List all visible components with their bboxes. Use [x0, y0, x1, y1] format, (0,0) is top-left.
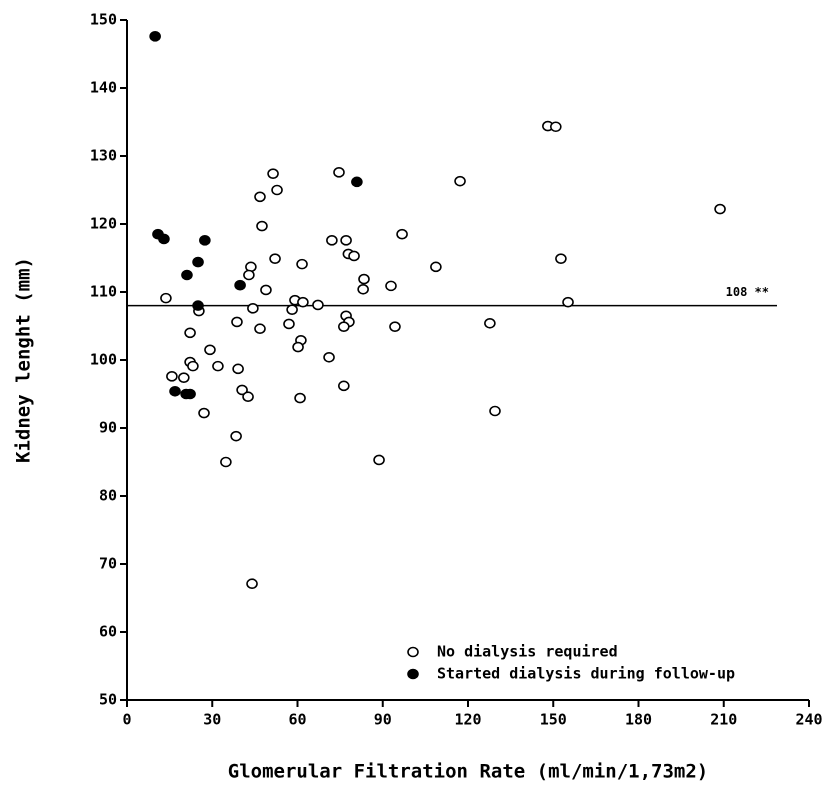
point — [389, 321, 401, 332]
y-tick-label: 110 — [90, 283, 117, 301]
point — [357, 283, 369, 295]
point — [562, 296, 574, 308]
point — [323, 351, 335, 363]
point — [326, 235, 338, 246]
point — [160, 292, 172, 304]
point — [181, 269, 193, 281]
y-tick-label: 90 — [99, 419, 117, 437]
y-tick-label: 50 — [99, 691, 117, 709]
point — [158, 233, 170, 245]
point — [184, 327, 196, 339]
y-tick-label: 100 — [90, 351, 117, 369]
point — [430, 261, 442, 273]
y-axis-label: Kidney lenght (mm) — [13, 257, 35, 463]
point — [555, 253, 567, 264]
legend-label: No dialysis required — [437, 643, 618, 661]
point — [454, 175, 466, 187]
point — [283, 318, 295, 330]
x-tick-label: 150 — [540, 711, 567, 729]
y-tick-label: 60 — [99, 623, 117, 641]
point — [286, 304, 298, 315]
point — [166, 371, 178, 382]
y-tick-label: 140 — [90, 79, 117, 97]
y-tick-label: 120 — [90, 215, 117, 233]
point — [340, 235, 352, 246]
point — [192, 256, 204, 268]
y-tick-label: 130 — [90, 147, 117, 165]
point — [271, 184, 283, 196]
x-axis-label: Glomerular Filtration Rate (ml/min/1,73m… — [228, 761, 708, 783]
point — [199, 235, 211, 246]
point — [294, 392, 306, 404]
point — [231, 316, 243, 328]
point — [338, 321, 350, 332]
point — [269, 253, 281, 264]
point — [351, 176, 363, 188]
y-tick-label: 80 — [99, 487, 117, 505]
point — [184, 388, 196, 400]
point — [234, 279, 246, 291]
legend-marker — [407, 646, 419, 658]
point — [254, 323, 266, 335]
point — [267, 168, 279, 179]
point — [204, 344, 216, 356]
x-tick-label: 90 — [374, 711, 392, 729]
point — [254, 191, 266, 203]
point — [243, 269, 255, 281]
x-tick-label: 180 — [625, 711, 652, 729]
point — [333, 167, 345, 178]
point — [489, 405, 501, 417]
x-tick-label: 120 — [454, 711, 481, 729]
point — [192, 300, 204, 311]
point — [178, 372, 190, 383]
x-tick-label: 60 — [288, 711, 306, 729]
point — [396, 228, 408, 240]
point — [230, 430, 242, 442]
point — [373, 454, 385, 466]
point — [212, 360, 224, 372]
legend-marker — [407, 668, 419, 680]
point — [338, 380, 350, 392]
y-tick-label: 150 — [90, 11, 117, 29]
point — [149, 31, 161, 42]
point — [714, 203, 726, 215]
point — [247, 303, 259, 314]
point — [348, 250, 360, 262]
point — [297, 296, 309, 308]
point — [242, 391, 254, 403]
x-tick-label: 240 — [795, 711, 822, 729]
point — [312, 299, 324, 311]
point — [484, 317, 496, 329]
point — [260, 284, 272, 296]
x-tick-label: 30 — [203, 711, 221, 729]
x-tick-label: 0 — [122, 711, 131, 729]
point — [169, 385, 181, 397]
point — [198, 407, 210, 419]
point — [296, 258, 308, 270]
x-tick-label: 210 — [710, 711, 737, 729]
point — [550, 121, 562, 133]
point — [232, 363, 244, 375]
point — [256, 220, 268, 232]
point — [236, 384, 248, 396]
y-tick-label: 70 — [99, 555, 117, 573]
point — [187, 360, 199, 372]
legend-label: Started dialysis during follow-up — [437, 665, 735, 683]
point — [292, 341, 304, 353]
point — [385, 280, 397, 292]
point — [220, 456, 232, 468]
point — [358, 273, 370, 285]
reference-label: 108 ** — [726, 285, 769, 299]
point — [246, 578, 258, 590]
